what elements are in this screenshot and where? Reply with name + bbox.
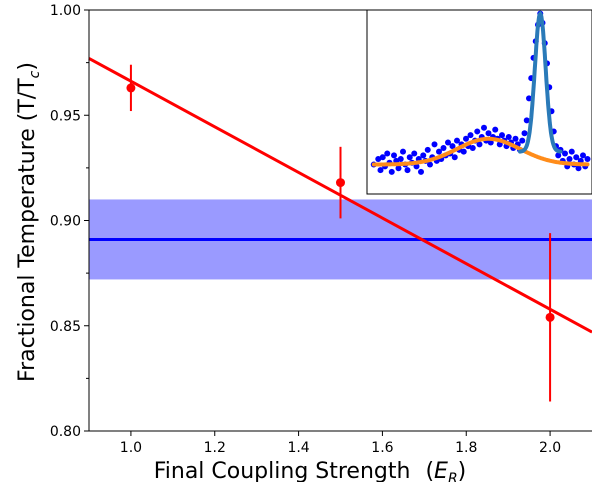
inset-point-21 (420, 152, 427, 159)
y-tick-label-0: 0.80 (50, 424, 81, 440)
inset-point-2 (377, 167, 384, 174)
inset-point-84 (562, 150, 568, 157)
inset-point-42 (467, 132, 474, 139)
inset-point-89 (573, 154, 580, 161)
inset-point-11 (397, 156, 404, 163)
inset-point-46 (476, 141, 483, 148)
x-tick-label-1: 1.2 (204, 440, 226, 456)
y-axis: 0.80 0.85 0.90 0.95 1.00 (50, 3, 89, 440)
x-tick-label-3: 1.6 (371, 440, 393, 456)
data-point-2 (545, 312, 555, 322)
inset-point-34 (449, 143, 456, 150)
inset-point-94 (584, 156, 591, 163)
inset-point-7 (388, 168, 395, 175)
x-tick-label-2: 1.4 (287, 440, 309, 456)
y-tick-label-2: 0.90 (50, 214, 81, 230)
inset-point-23 (424, 146, 431, 153)
x-axis-label: Final Coupling Strength (ER) (154, 459, 467, 482)
x-tick-label-0: 1.0 (120, 440, 142, 456)
inset-point-39 (460, 148, 467, 155)
inset-point-26 (431, 141, 438, 148)
y-tick-label-1: 0.85 (50, 319, 81, 335)
inset-point-62 (512, 135, 519, 142)
inset-point-30 (440, 145, 447, 151)
inset-point-81 (555, 152, 562, 159)
errorbar-layer (126, 64, 555, 402)
inset-point-1 (375, 156, 382, 163)
inset-point-53 (492, 126, 499, 133)
inset-point-50 (485, 130, 492, 137)
inset-point-86 (566, 156, 573, 163)
inset-point-24 (427, 161, 433, 168)
inset-point-36 (454, 137, 460, 144)
data-point-0 (126, 83, 136, 93)
inset-point-3 (379, 154, 386, 161)
inset-point-14 (404, 167, 411, 174)
inset-point-45 (474, 128, 481, 135)
inset-point-65 (519, 137, 526, 144)
inset-point-40 (463, 135, 469, 142)
y-tick-label-3: 0.95 (50, 108, 81, 124)
inset-fit-curve-0 (371, 136, 590, 167)
inset-point-8 (391, 152, 397, 159)
inset-point-32 (445, 139, 451, 146)
inset-point-17 (411, 150, 418, 157)
inset-point-15 (406, 154, 413, 161)
inset-fit-curve-1 (518, 10, 563, 154)
x-tick-label-5: 2.0 (539, 440, 561, 456)
y-tick-label-4: 1.00 (50, 3, 81, 19)
inset-point-43 (469, 145, 476, 151)
inset-point-66 (521, 130, 528, 137)
data-point-1 (336, 178, 345, 188)
inset-point-35 (451, 154, 458, 161)
inset-point-92 (580, 152, 586, 159)
x-axis: 1.0 1.2 1.4 1.6 1.8 2.0 (120, 431, 561, 456)
inset-point-12 (400, 148, 406, 155)
x-tick-label-4: 1.8 (455, 440, 477, 456)
inset-point-5 (384, 150, 391, 157)
inset-point-90 (575, 165, 582, 172)
inset-point-87 (568, 148, 575, 155)
y-axis-label: Fractional Temperature (T/Tc) (15, 62, 43, 382)
inset-point-68 (526, 95, 532, 102)
inset-point-28 (436, 148, 442, 155)
inset-point-67 (523, 117, 530, 124)
inset-point-20 (418, 168, 424, 175)
inset-point-18 (413, 163, 420, 170)
inset-point-59 (505, 133, 512, 140)
inset (366, 9, 592, 195)
inset-point-56 (499, 132, 505, 139)
inset-point-10 (395, 165, 402, 172)
inset-point-48 (481, 124, 487, 131)
